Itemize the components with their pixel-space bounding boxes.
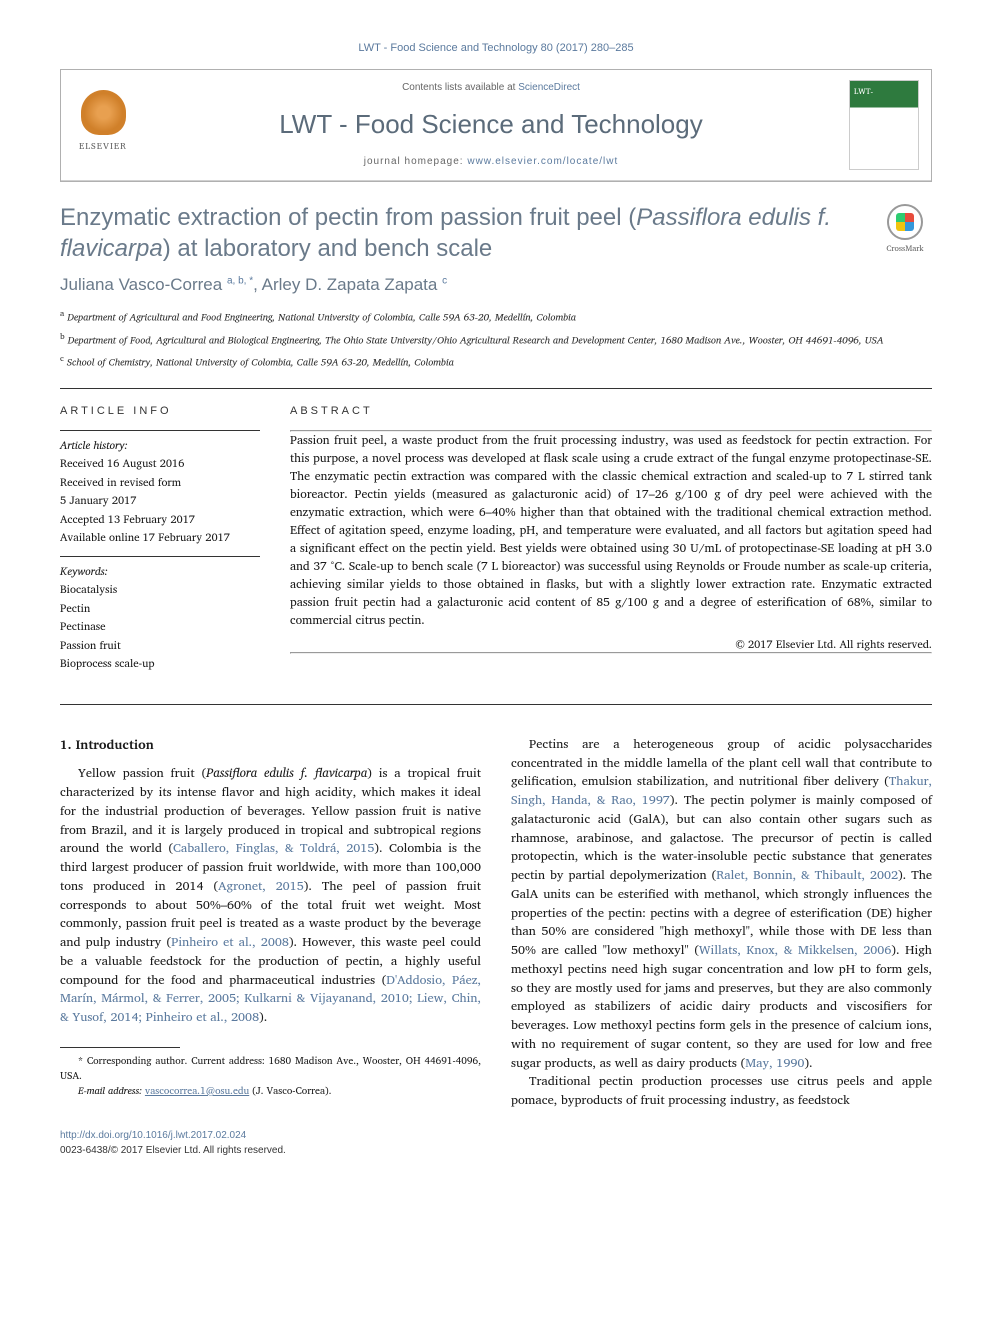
footer-links: http://dx.doi.org/10.1016/j.lwt.2017.02.…: [60, 1128, 932, 1158]
citation-link[interactable]: Willats, Knox, & Mikkelsen, 2006: [699, 940, 892, 960]
crossmark-label: CrossMark: [886, 242, 923, 254]
citation-link[interactable]: Ralet, Bonnin, & Thibault, 2002: [716, 865, 898, 885]
keyword: Pectin: [60, 600, 260, 617]
date-revised: 5 January 2017: [60, 492, 260, 509]
keyword: Bioprocess scale-up: [60, 655, 260, 672]
sciencedirect-link[interactable]: ScienceDirect: [518, 82, 580, 93]
article-history-head: Article history:: [60, 437, 260, 454]
date-revised-label: Received in revised form: [60, 474, 260, 491]
doi-link[interactable]: http://dx.doi.org/10.1016/j.lwt.2017.02.…: [60, 1130, 246, 1141]
header-citation: LWT - Food Science and Technology 80 (20…: [60, 40, 932, 57]
journal-homepage-line: journal homepage: www.elsevier.com/locat…: [153, 154, 829, 169]
citation-link[interactable]: May, 1990: [745, 1053, 804, 1073]
abstract-block: ABSTRACT Passion fruit peel, a waste pro…: [290, 403, 932, 674]
journal-homepage-link[interactable]: www.elsevier.com/locate/lwt: [467, 156, 618, 167]
body-column-right: Pectins are a heterogeneous group of aci…: [511, 735, 932, 1110]
date-received: Received 16 August 2016: [60, 455, 260, 472]
author-name[interactable]: Arley D. Zapata Zapata: [262, 275, 438, 294]
affiliation-c: c School of Chemistry, National Universi…: [60, 352, 932, 370]
article-title: Enzymatic extraction of pectin from pass…: [60, 202, 858, 264]
date-online: Available online 17 February 2017: [60, 529, 260, 546]
author-affil-marker[interactable]: c: [442, 275, 447, 286]
corresponding-author-footnote: * Corresponding author. Current address:…: [60, 1054, 481, 1084]
journal-cover-thumbnail[interactable]: [849, 80, 919, 170]
keyword: Pectinase: [60, 618, 260, 635]
author-name[interactable]: Juliana Vasco-Correa: [60, 275, 222, 294]
journal-header-box: ELSEVIER Contents lists available at Sci…: [60, 69, 932, 182]
email-footnote: E-mail address: vascocorrea.1@osu.edu (J…: [60, 1084, 481, 1099]
author-list: Juliana Vasco-Correa a, b, *, Arley D. Z…: [60, 272, 932, 298]
section-heading-intro: 1. Introduction: [60, 735, 481, 755]
author-email-link[interactable]: vascocorrea.1@osu.edu: [145, 1083, 249, 1099]
affiliation-b: b Department of Food, Agricultural and B…: [60, 330, 932, 348]
intro-paragraph-3: Traditional pectin production processes …: [511, 1072, 932, 1110]
citation-link[interactable]: Agronet, 2015: [218, 876, 304, 896]
keywords-head: Keywords:: [60, 563, 260, 580]
article-info-sidebar: ARTICLE INFO Article history: Received 1…: [60, 403, 260, 674]
elsevier-tree-icon: [81, 90, 126, 135]
keyword: Passion fruit: [60, 637, 260, 654]
body-column-left: 1. Introduction Yellow passion fruit (Pa…: [60, 735, 481, 1110]
affiliation-a: a Department of Agricultural and Food En…: [60, 307, 932, 325]
issn-copyright: 0023-6438/© 2017 Elsevier Ltd. All right…: [60, 1145, 286, 1156]
elsevier-logo[interactable]: ELSEVIER: [73, 90, 133, 160]
contents-list-line: Contents lists available at ScienceDirec…: [153, 80, 829, 95]
article-info-label: ARTICLE INFO: [60, 403, 260, 420]
date-accepted: Accepted 13 February 2017: [60, 511, 260, 528]
crossmark-badge[interactable]: CrossMark: [878, 202, 932, 256]
citation-link[interactable]: Pinheiro et al., 2008: [171, 932, 289, 952]
intro-paragraph-1: Yellow passion fruit (Passiflora edulis …: [60, 764, 481, 1027]
elsevier-logo-text: ELSEVIER: [79, 139, 127, 153]
citation-link[interactable]: Caballero, Finglas, & Toldrá, 2015: [173, 838, 374, 858]
crossmark-icon: [887, 204, 923, 240]
abstract-label: ABSTRACT: [290, 403, 932, 420]
intro-paragraph-2: Pectins are a heterogeneous group of aci…: [511, 735, 932, 1073]
journal-name: LWT - Food Science and Technology: [153, 105, 829, 144]
abstract-text: Passion fruit peel, a waste product from…: [290, 432, 932, 630]
keyword: Biocatalysis: [60, 581, 260, 598]
author-affil-marker[interactable]: a, b, *: [227, 275, 253, 286]
abstract-copyright: © 2017 Elsevier Ltd. All rights reserved…: [290, 636, 932, 653]
